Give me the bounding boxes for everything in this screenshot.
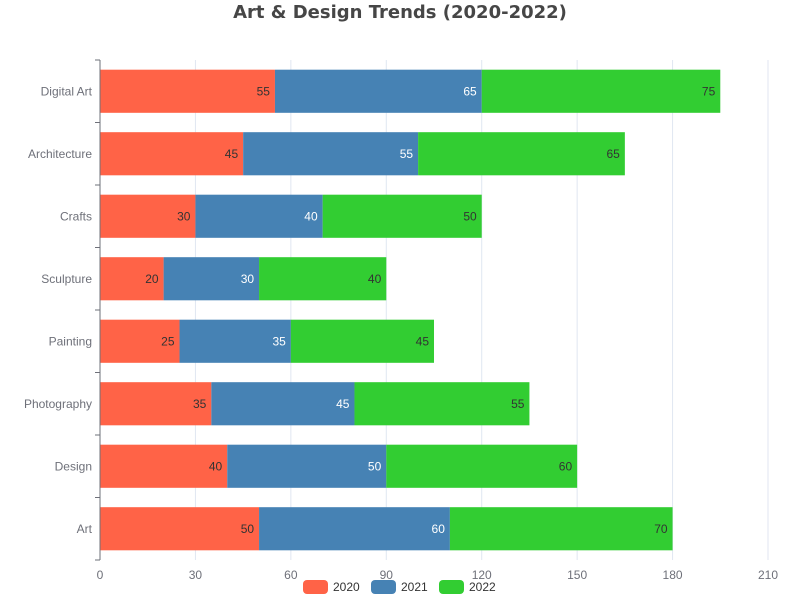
y-tick-label: Design <box>55 459 92 473</box>
bar-segment[interactable] <box>100 194 196 238</box>
bar-value-label: 35 <box>272 334 286 348</box>
bar-value-label: 30 <box>241 272 255 286</box>
y-tick-label: Crafts <box>60 209 92 223</box>
y-tick-label: Art <box>77 522 93 536</box>
bar-segment[interactable] <box>227 444 387 488</box>
legend-swatch[interactable] <box>439 580 464 594</box>
bar-segment[interactable] <box>449 507 673 551</box>
x-tick-label: 60 <box>284 568 298 582</box>
bar-segment[interactable] <box>179 319 291 363</box>
y-tick-label: Sculpture <box>41 272 92 286</box>
bar-segment[interactable] <box>100 507 260 551</box>
bar-value-label: 50 <box>241 522 255 536</box>
bar-value-label: 45 <box>336 397 350 411</box>
x-tick-label: 180 <box>663 568 683 582</box>
bar-segment[interactable] <box>195 194 323 238</box>
bars: 50 60 70 40 50 60 35 45 55 25 35 45 20 30 40 30 40 50 45 55… <box>100 69 721 551</box>
bar-segment[interactable] <box>163 257 260 301</box>
bar-value-label: 75 <box>702 84 716 98</box>
bar-value-label: 55 <box>400 147 414 161</box>
bar-value-label: 20 <box>145 272 159 286</box>
bar-segment[interactable] <box>259 507 450 551</box>
bar-segment[interactable] <box>100 382 212 426</box>
legend-swatch[interactable] <box>303 580 328 594</box>
y-tick-label: Photography <box>24 397 92 411</box>
legend-label[interactable]: 2021 <box>401 580 428 594</box>
bar-value-label: 30 <box>177 209 191 223</box>
bar-segment[interactable] <box>243 132 419 176</box>
bar-value-label: 35 <box>193 397 207 411</box>
y-tick-label: Architecture <box>28 147 92 161</box>
bar-value-label: 40 <box>304 209 318 223</box>
bar-value-label: 55 <box>511 397 525 411</box>
bar-segment[interactable] <box>322 194 482 238</box>
bar-segment[interactable] <box>100 444 228 488</box>
bar-value-label: 55 <box>257 84 271 98</box>
bar-value-label: 50 <box>368 459 382 473</box>
bar-value-label: 65 <box>463 84 477 98</box>
bar-value-label: 40 <box>368 272 382 286</box>
bar-value-label: 50 <box>463 209 477 223</box>
bar-segment[interactable] <box>100 132 244 176</box>
x-tick-label: 120 <box>472 568 492 582</box>
bar-segment[interactable] <box>274 69 482 113</box>
bar-value-label: 40 <box>209 459 223 473</box>
bar-value-label: 70 <box>654 522 668 536</box>
bar-segment[interactable] <box>481 69 721 113</box>
bar-segment[interactable] <box>354 382 530 426</box>
bar-segment[interactable] <box>290 319 434 363</box>
bar-value-label: 25 <box>161 334 175 348</box>
legend-swatch[interactable] <box>371 580 396 594</box>
bar-segment[interactable] <box>259 257 387 301</box>
bar-segment[interactable] <box>211 382 355 426</box>
bar-segment[interactable] <box>418 132 625 176</box>
x-tick-label: 90 <box>380 568 394 582</box>
bar-value-label: 60 <box>559 459 573 473</box>
y-tick-label: Painting <box>49 334 92 348</box>
x-tick-label: 30 <box>189 568 203 582</box>
x-tick-label: 210 <box>758 568 778 582</box>
bar-value-label: 45 <box>225 147 239 161</box>
bar-segment[interactable] <box>386 444 578 488</box>
bar-value-label: 65 <box>606 147 620 161</box>
legend-label[interactable]: 2022 <box>469 580 496 594</box>
x-tick-label: 0 <box>97 568 104 582</box>
chart-title: Art & Design Trends (2020-2022) <box>233 2 567 23</box>
bar-value-label: 45 <box>416 334 430 348</box>
legend[interactable]: 2020 2021 2022 <box>303 580 496 594</box>
bar-segment[interactable] <box>100 257 164 301</box>
bar-value-label: 60 <box>432 522 446 536</box>
bar-segment[interactable] <box>100 319 180 363</box>
legend-label[interactable]: 2020 <box>333 580 360 594</box>
y-tick-label: Digital Art <box>41 84 93 98</box>
x-tick-label: 150 <box>567 568 587 582</box>
bar-segment[interactable] <box>100 69 275 113</box>
axes: 0 30 60 90 120 150 180 210 Art Design Photography P… <box>24 59 778 582</box>
